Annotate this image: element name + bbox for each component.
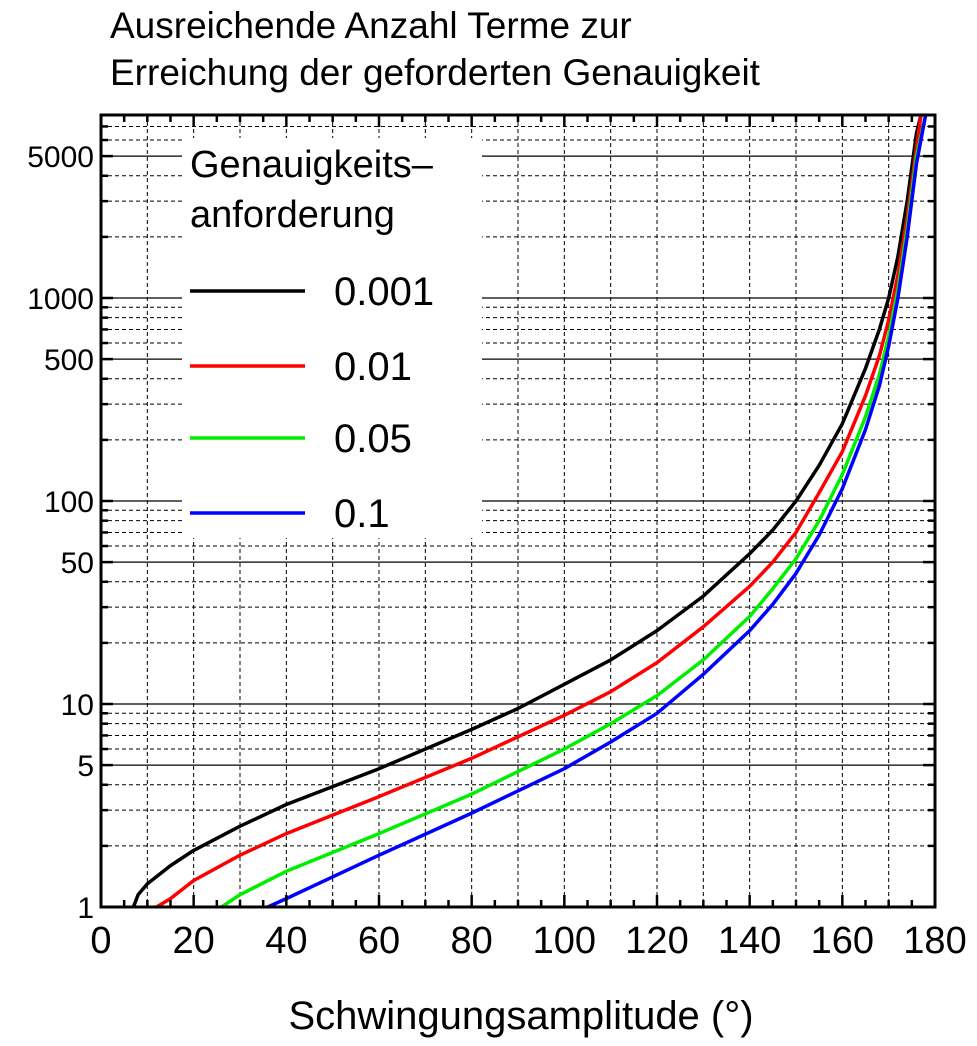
legend-title-line-2: anforderung [190,194,395,236]
y-tick-label: 1000 [27,283,94,316]
chart-title-line-1: Ausreichende Anzahl Terme zur [110,5,632,46]
x-tick-label: 120 [625,920,688,962]
x-tick-label: 100 [533,920,596,962]
x-tick-label: 60 [358,920,400,962]
x-tick-label: 80 [451,920,493,962]
chart-title-line-2: Erreichung der geforderten Genauigkeit [110,52,761,93]
tick-labels: 0 20 40 60 80 100 120 140 160 180 1 5 10 50 100 500 1000… [27,141,966,962]
y-tick-label: 5000 [27,141,94,174]
y-tick-label: 10 [61,689,94,722]
x-tick-label: 40 [265,920,307,962]
plot-frame [99,113,937,909]
y-tick-label: 500 [44,344,94,377]
series-line-0-1 [266,115,928,907]
series-lines [131,115,928,907]
series-line-0-01 [154,115,923,907]
legend-entries: 0.001 0.01 0.05 0.1 [190,270,434,536]
y-tick-label: 5 [77,750,94,783]
legend-label: 0.1 [334,492,390,536]
y-tick-label: 100 [44,486,94,519]
x-tick-label: 160 [811,920,874,962]
legend-label: 0.05 [334,417,412,461]
x-tick-label: 0 [90,920,111,962]
legend: Genauigkeits– anforderung 0.0010.010.050… [182,138,482,538]
x-tick-label: 20 [173,920,215,962]
legend-label: 0.001 [334,270,434,314]
x-tick-label: 180 [903,920,966,962]
legend-background [182,138,482,538]
series-line-0-001 [131,115,923,907]
y-tick-label: 1 [77,892,94,925]
x-axis-label: Schwingungsamplitude (°) [288,994,753,1038]
y-tick-label: 50 [61,547,94,580]
legend-label: 0.01 [334,345,412,389]
x-tick-label: 140 [718,920,781,962]
legend-title-line-1: Genauigkeits– [190,144,434,186]
